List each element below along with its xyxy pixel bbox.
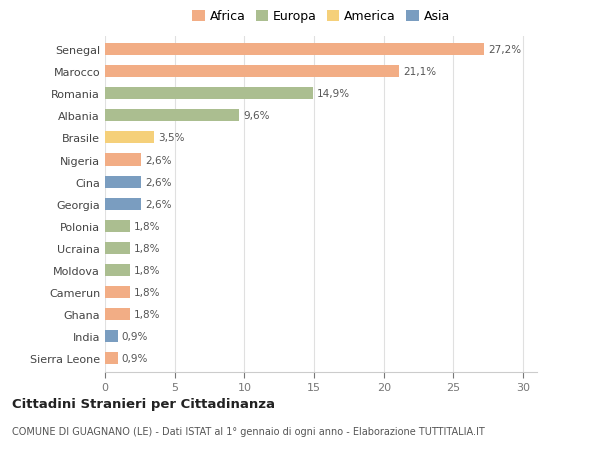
Text: 9,6%: 9,6% (243, 111, 269, 121)
Text: 27,2%: 27,2% (488, 45, 521, 55)
Text: Cittadini Stranieri per Cittadinanza: Cittadini Stranieri per Cittadinanza (12, 397, 275, 410)
Bar (105, 66, 399, 78)
Text: 0,9%: 0,9% (122, 331, 148, 341)
Text: 1,8%: 1,8% (134, 243, 161, 253)
Bar (105, 198, 141, 210)
Bar (105, 242, 130, 254)
Bar (105, 264, 130, 276)
Text: 2,6%: 2,6% (145, 177, 172, 187)
Bar (105, 110, 239, 122)
Bar (105, 220, 130, 232)
Text: 0,9%: 0,9% (122, 353, 148, 364)
Bar (105, 154, 141, 166)
Bar (105, 44, 484, 56)
Legend: Africa, Europa, America, Asia: Africa, Europa, America, Asia (188, 7, 454, 27)
Text: 1,8%: 1,8% (134, 265, 161, 275)
Text: 14,9%: 14,9% (317, 89, 350, 99)
Text: 2,6%: 2,6% (145, 155, 172, 165)
Text: 1,8%: 1,8% (134, 309, 161, 319)
Text: 2,6%: 2,6% (145, 199, 172, 209)
Text: COMUNE DI GUAGNANO (LE) - Dati ISTAT al 1° gennaio di ogni anno - Elaborazione T: COMUNE DI GUAGNANO (LE) - Dati ISTAT al … (12, 426, 485, 436)
Text: 1,8%: 1,8% (134, 221, 161, 231)
Bar (105, 308, 130, 320)
Bar (105, 286, 130, 298)
Text: 1,8%: 1,8% (134, 287, 161, 297)
Bar (105, 330, 118, 342)
Bar (105, 176, 141, 188)
Text: 21,1%: 21,1% (403, 67, 436, 77)
Bar (105, 353, 118, 364)
Text: 3,5%: 3,5% (158, 133, 184, 143)
Bar (105, 132, 154, 144)
Bar (105, 88, 313, 100)
